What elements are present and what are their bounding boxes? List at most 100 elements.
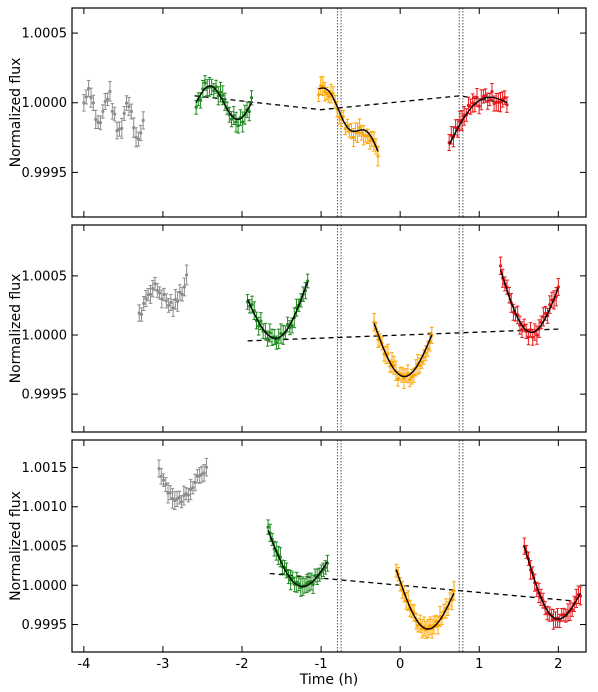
plot-area [157, 440, 583, 652]
plot-area [137, 225, 561, 432]
series-gray [137, 264, 189, 322]
series-green [194, 75, 254, 134]
x-tick-label: -2 [236, 657, 249, 672]
data-point [402, 368, 406, 389]
series-orange [316, 76, 380, 167]
fit-curve-red [448, 96, 508, 145]
y-tick-label: 1.0005 [22, 27, 68, 42]
y-axis-title: Normalized flux [8, 491, 24, 601]
data-point [475, 87, 479, 107]
data-point [182, 277, 187, 297]
data-point [392, 355, 396, 375]
x-tick-label: 2 [554, 657, 562, 672]
data-point [175, 291, 180, 312]
data-point [551, 609, 556, 630]
data-point [144, 289, 148, 308]
x-tick-label: -1 [315, 657, 328, 672]
data-point [357, 118, 362, 137]
data-point [153, 276, 157, 291]
x-tick-label: 1 [475, 657, 483, 672]
data-point [528, 322, 533, 338]
data-point [150, 279, 155, 298]
data-point [212, 83, 216, 99]
data-point [535, 325, 539, 345]
panel-frame [71, 224, 587, 433]
series-red [522, 537, 583, 630]
data-point [359, 124, 364, 141]
data-point [122, 106, 126, 121]
data-point [178, 284, 182, 301]
data-point [556, 278, 561, 296]
fit-curve-green [246, 281, 309, 339]
data-point [249, 90, 254, 106]
data-point [195, 469, 200, 484]
data-point [82, 94, 86, 112]
fit-curve-orange [395, 569, 455, 630]
data-point [292, 576, 297, 593]
data-point [86, 79, 91, 97]
fit-curve-red [523, 545, 582, 620]
data-point [101, 104, 105, 119]
data-point [124, 95, 129, 111]
data-point [355, 122, 360, 144]
data-point [200, 465, 204, 483]
data-point [136, 131, 141, 147]
data-point [129, 103, 134, 120]
data-point [177, 490, 182, 505]
data-point [214, 79, 218, 94]
data-point [436, 616, 440, 635]
data-point [227, 106, 232, 123]
data-point [120, 117, 124, 139]
data-point [240, 111, 245, 133]
data-point [311, 574, 315, 594]
data-point [372, 313, 376, 332]
data-point [229, 111, 234, 128]
data-point [254, 311, 259, 330]
data-point [193, 473, 197, 492]
fit-curve-green [267, 530, 328, 588]
fit-curve-orange [373, 322, 433, 378]
data-point [202, 464, 206, 482]
data-point [279, 323, 283, 344]
data-point [146, 288, 151, 302]
data-point [159, 468, 164, 485]
data-point [112, 106, 117, 122]
data-point [163, 477, 168, 493]
x-tick-label: -3 [156, 657, 169, 672]
data-point [137, 304, 142, 322]
data-point [218, 81, 223, 103]
data-point [505, 96, 509, 113]
data-point [161, 473, 166, 488]
data-point [256, 316, 261, 336]
data-point [515, 305, 520, 325]
data-point [148, 284, 153, 304]
data-point [105, 92, 110, 106]
y-tick-label: 1.0000 [22, 579, 68, 594]
data-point [170, 488, 175, 509]
data-point [265, 330, 270, 347]
y-tick-label: 1.0010 [22, 500, 68, 515]
data-point [559, 608, 564, 622]
data-point [157, 459, 161, 478]
data-point [376, 146, 380, 167]
data-point [141, 111, 145, 130]
data-point [234, 111, 238, 133]
data-point [390, 351, 394, 373]
data-point [268, 323, 272, 343]
data-point [184, 264, 189, 286]
y-tick-label: 1.0000 [22, 96, 68, 111]
series-gray [157, 457, 209, 510]
fit-curve-orange [318, 87, 379, 152]
data-point [155, 283, 160, 298]
data-point [494, 93, 499, 112]
baseline-model [247, 328, 559, 342]
data-point [108, 80, 112, 102]
data-point [110, 103, 115, 120]
fit-curve-red [499, 269, 559, 333]
x-tick-label: 0 [396, 657, 404, 672]
y-tick-label: 1.0000 [22, 329, 68, 344]
data-point [134, 127, 138, 148]
data-point [498, 92, 503, 113]
series-orange [394, 563, 456, 639]
